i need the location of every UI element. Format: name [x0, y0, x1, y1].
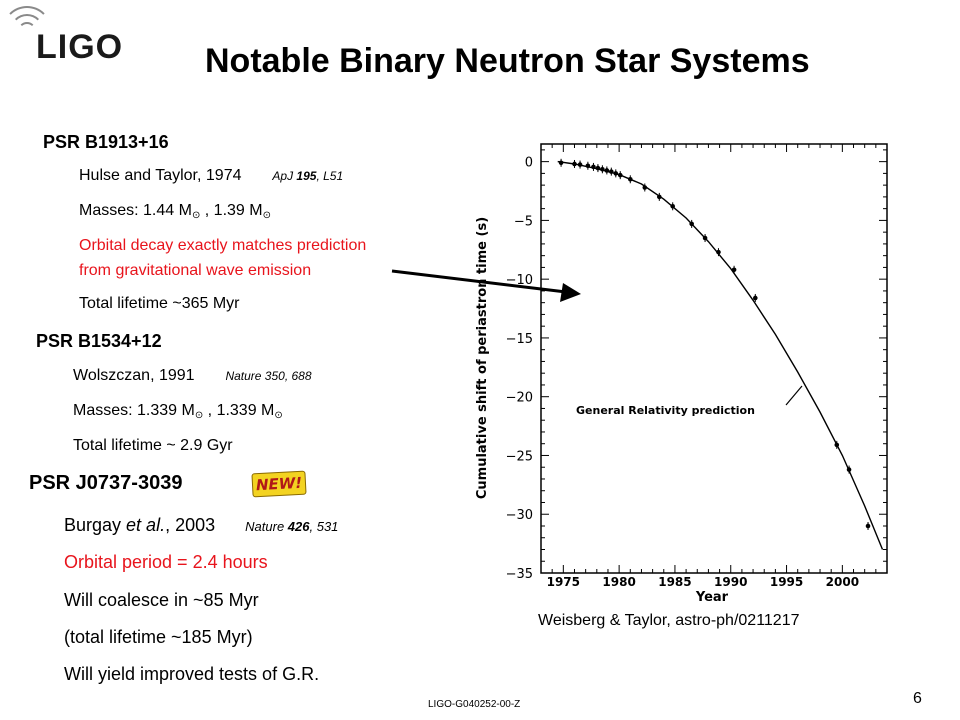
masses-label: Masses:: [73, 402, 138, 419]
solar-mass-symbol: ⊙: [262, 210, 271, 221]
mass-2: 1.39 M: [213, 202, 263, 219]
y-tick-label: −30: [506, 508, 533, 523]
pointer-arrow: [391, 269, 567, 294]
system3-lifetime: (total lifetime ~185 Myr): [64, 627, 253, 647]
system1-decay-line2: from gravitational wave emission: [79, 262, 312, 279]
system1-name: PSR B1913+16: [43, 132, 169, 152]
system1-citation: ApJ 195, L51: [272, 169, 343, 183]
x-tick-label: 2000: [826, 575, 859, 589]
x-tick-label: 1995: [770, 575, 803, 589]
system2-name: PSR B1534+12: [36, 331, 162, 351]
data-point: [702, 235, 708, 241]
data-point: [600, 166, 605, 172]
data-point: [585, 163, 591, 169]
system3-citation: Nature 426, 531: [245, 519, 338, 534]
citation-volume: 426: [287, 519, 310, 534]
logo-arc: [18, 22, 36, 40]
arrow-head-icon: [560, 283, 581, 302]
data-point: [572, 161, 577, 167]
footer-id: LIGO-G040252-00-Z: [428, 699, 521, 710]
system1-reference: Hulse and Taylor, 1974 ApJ 195, L51: [79, 167, 343, 185]
data-point: [834, 442, 840, 448]
data-point: [716, 249, 721, 255]
data-point: [627, 176, 633, 182]
citation-journal: ApJ: [272, 169, 294, 183]
page-number: 6: [913, 690, 922, 707]
system3-period: Orbital period = 2.4 hours: [64, 552, 268, 572]
data-point: [613, 171, 619, 176]
data-point: [846, 467, 852, 472]
system2-lifetime: Total lifetime ~ 2.9 Gyr: [73, 437, 233, 454]
system3-coalesce: Will coalesce in ~85 Myr: [64, 590, 259, 610]
masses-label: Masses:: [79, 202, 144, 219]
mass-1: 1.44 M: [143, 202, 192, 219]
data-point: [752, 295, 758, 301]
x-tick-label: 1975: [547, 575, 580, 589]
system2-citation: Nature 350, 688: [225, 369, 312, 383]
x-tick-label: 1990: [714, 575, 747, 589]
data-point: [595, 165, 601, 171]
system3-name: PSR J0737-3039: [29, 472, 183, 494]
plot-frame: [540, 143, 888, 574]
data-point: [577, 162, 583, 167]
system3-authors: Burgay: [64, 515, 127, 535]
citation-volume: 195: [296, 169, 317, 183]
system3-reference: Burgay et al., 2003 Nature 426, 531: [64, 515, 338, 536]
y-tick-label: −35: [506, 567, 533, 582]
gr-prediction-annotation: General Relativity prediction: [576, 404, 755, 417]
citation-page: , L51: [316, 169, 344, 183]
mass-separator: ,: [203, 402, 217, 419]
mass-1: 1.339 M: [137, 402, 195, 419]
citation-page: , 531: [309, 519, 339, 534]
data-point: [865, 523, 871, 529]
citation-journal: Nature: [245, 519, 288, 534]
system2-reference: Wolszczan, 1991 Nature 350, 688: [73, 367, 312, 385]
data-point: [604, 168, 610, 173]
annotation-pointer: [785, 385, 803, 406]
data-point: [558, 160, 564, 166]
solar-mass-symbol: ⊙: [274, 410, 283, 421]
x-tick-label: 1980: [602, 575, 635, 589]
y-tick-label: 0: [525, 156, 533, 171]
x-tick-label: 1985: [658, 575, 691, 589]
system2-authors: Wolszczan, 1991: [73, 367, 195, 384]
y-tick-label: −15: [506, 332, 533, 347]
data-point: [591, 164, 596, 170]
data-point: [657, 194, 662, 200]
logo-arc: [10, 14, 44, 48]
x-axis-label: Year: [695, 590, 729, 605]
data-point: [642, 185, 648, 190]
system1-lifetime: Total lifetime ~365 Myr: [79, 295, 240, 312]
data-point: [609, 169, 614, 174]
y-tick-label: −5: [514, 214, 533, 229]
mass-separator: ,: [200, 202, 214, 219]
system1-authors: Hulse and Taylor, 1974: [79, 167, 242, 184]
mass-2: 1.339 M: [216, 402, 275, 419]
system3-year: , 2003: [165, 515, 216, 535]
page-title: Notable Binary Neutron Star Systems: [205, 42, 810, 80]
system3-tests: Will yield improved tests of G.R.: [64, 664, 320, 684]
solar-mass-symbol: ⊙: [191, 210, 201, 221]
y-axis-label: Cumulative shift of periastron time (s): [475, 217, 490, 499]
data-point: [689, 221, 694, 227]
system1-decay-line1: Orbital decay exactly matches prediction: [79, 237, 367, 254]
system2-masses: Masses: 1.339 M⊙ , 1.339 M⊙: [73, 402, 283, 421]
data-point: [617, 172, 623, 178]
system1-masses: Masses: 1.44 M⊙ , 1.39 M⊙: [79, 202, 271, 221]
data-point: [731, 267, 737, 273]
y-tick-label: −25: [506, 449, 533, 464]
y-tick-label: −20: [506, 391, 533, 406]
logo-text: LIGO: [36, 28, 124, 66]
figure-credit: Weisberg & Taylor, astro-ph/0211217: [538, 612, 800, 629]
system3-authors-etal: et al.: [126, 515, 166, 535]
solar-mass-symbol: ⊙: [194, 410, 204, 421]
logo-arc: [2, 6, 52, 56]
data-point: [670, 203, 676, 209]
